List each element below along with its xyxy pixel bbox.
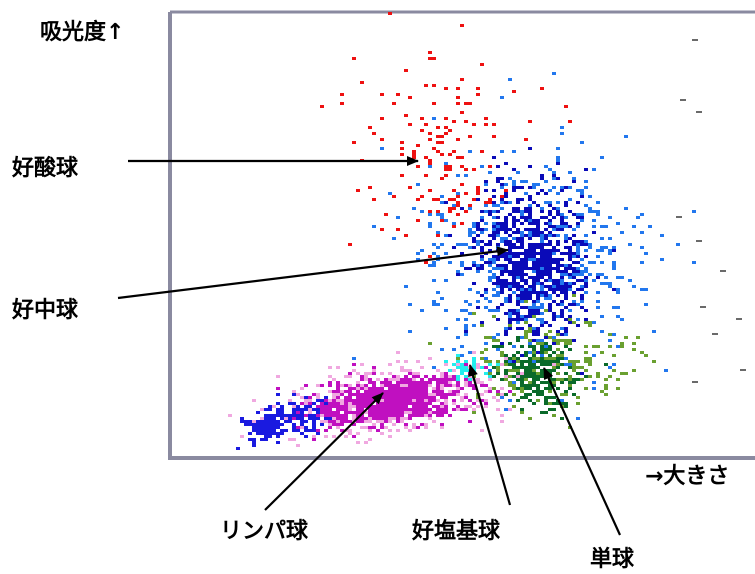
neutrophil-arrow — [118, 250, 508, 298]
scatter-dots — [228, 12, 746, 450]
monocyte-arrow — [544, 368, 620, 535]
basophil-arrow — [470, 365, 510, 505]
